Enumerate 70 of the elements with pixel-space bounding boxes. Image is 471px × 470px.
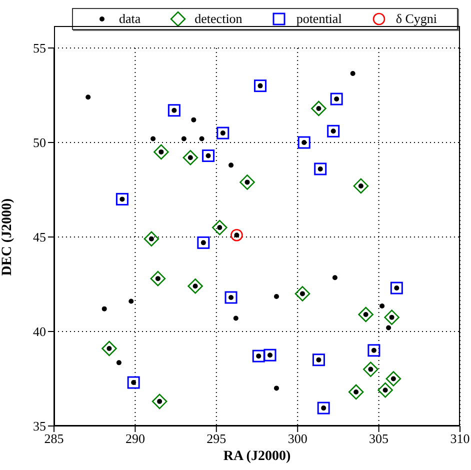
legend-label: δ Cygni <box>396 11 437 27</box>
legend-label: detection <box>194 11 242 27</box>
point <box>182 150 198 166</box>
point <box>386 371 402 386</box>
point <box>298 136 310 149</box>
point <box>384 310 400 325</box>
point <box>294 286 310 302</box>
point <box>348 384 364 400</box>
point <box>144 231 160 247</box>
point <box>86 94 91 100</box>
point <box>350 71 356 76</box>
point <box>274 294 279 300</box>
point <box>199 136 204 142</box>
point <box>330 92 343 106</box>
point <box>224 291 238 304</box>
point <box>368 344 380 357</box>
point <box>327 124 340 138</box>
point <box>358 306 374 322</box>
point <box>390 282 403 294</box>
point <box>317 402 330 414</box>
point <box>197 236 210 249</box>
point <box>102 340 117 356</box>
y-axis-title: DEC (J2000) <box>0 198 15 276</box>
x-tick-label: 295 <box>206 431 226 446</box>
point <box>202 149 215 162</box>
point <box>116 192 128 206</box>
point <box>378 382 393 398</box>
point <box>233 316 238 321</box>
point <box>216 126 230 140</box>
point <box>314 162 327 176</box>
point <box>150 136 156 142</box>
point <box>386 325 392 330</box>
point <box>102 306 107 312</box>
x-tick-label: 300 <box>288 431 308 446</box>
point <box>353 178 369 194</box>
point <box>191 117 196 122</box>
point <box>127 376 140 389</box>
point <box>311 100 326 116</box>
x-tick-label: 290 <box>125 431 145 446</box>
point <box>116 360 122 366</box>
y-tick-label: 35 <box>33 418 46 434</box>
legend-label: data <box>119 11 141 27</box>
point <box>240 174 255 190</box>
point <box>332 275 338 280</box>
point <box>252 350 265 362</box>
y-tick-label: 45 <box>33 230 46 245</box>
point <box>188 278 203 294</box>
x-tick-label: 285 <box>44 431 64 446</box>
point <box>363 362 378 377</box>
point <box>274 386 279 391</box>
point <box>254 80 266 92</box>
point <box>312 354 325 366</box>
y-tick-label: 50 <box>33 135 46 150</box>
point <box>181 136 186 142</box>
point <box>212 220 228 236</box>
point <box>230 228 243 242</box>
point <box>168 104 180 117</box>
y-tick-label: 55 <box>33 40 46 56</box>
point <box>150 270 166 286</box>
legend-label: potential <box>296 11 342 27</box>
point <box>380 303 385 308</box>
point <box>228 162 234 168</box>
x-tick-label: 310 <box>450 431 470 446</box>
point <box>154 144 169 160</box>
x-axis-title: RA (J2000) <box>223 449 291 464</box>
x-tick-label: 305 <box>369 431 389 446</box>
point <box>128 298 134 304</box>
point <box>264 348 276 362</box>
y-tick-label: 40 <box>33 324 46 340</box>
point <box>152 394 168 410</box>
